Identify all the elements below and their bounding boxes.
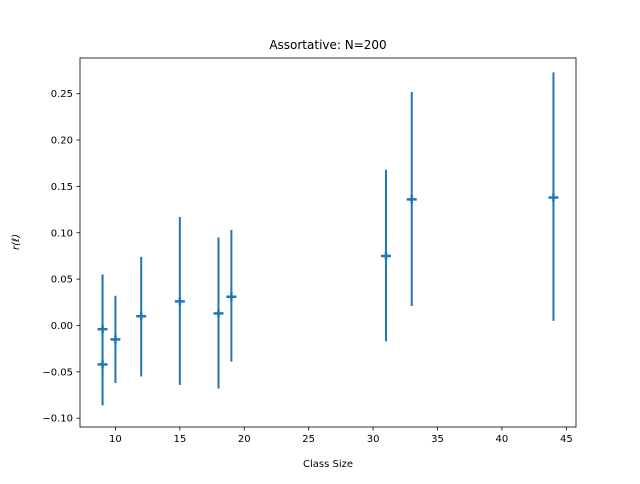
y-tick-label: 0.00 xyxy=(51,321,73,332)
x-tick-label: 45 xyxy=(560,434,573,445)
y-tick-label: 0.20 xyxy=(51,136,73,147)
y-tick-label: 0.10 xyxy=(51,228,73,239)
y-tick-label: 0.25 xyxy=(51,89,73,100)
y-axis-label: r(ℓ) xyxy=(11,234,22,250)
chart-title: Assortative: N=200 xyxy=(269,38,386,52)
x-tick-label: 30 xyxy=(367,434,380,445)
x-tick-label: 10 xyxy=(109,434,122,445)
x-axis: 10 15 20 25 30 35 40 45 xyxy=(109,427,573,445)
x-tick-label: 20 xyxy=(238,434,251,445)
y-tick-label: 0.15 xyxy=(51,182,73,193)
x-tick-label: 15 xyxy=(173,434,186,445)
y-tick-label: −0.05 xyxy=(42,367,73,378)
x-axis-label: Class Size xyxy=(303,459,353,470)
data-point xyxy=(548,72,559,321)
data-point xyxy=(110,295,121,383)
data-point xyxy=(97,274,108,406)
data-point xyxy=(226,229,237,362)
data-point xyxy=(136,256,147,377)
data-point xyxy=(174,217,185,385)
x-tick-label: 25 xyxy=(302,434,315,445)
y-tick-label: 0.05 xyxy=(51,275,73,286)
axes-frame xyxy=(79,57,577,428)
x-tick-label: 40 xyxy=(496,434,509,445)
plot-area xyxy=(97,72,559,406)
y-tick-label: −0.10 xyxy=(42,414,73,425)
x-tick-label: 35 xyxy=(431,434,444,445)
data-point xyxy=(213,237,224,389)
data-point xyxy=(406,91,417,307)
data-point xyxy=(380,169,391,342)
y-axis: −0.10 −0.05 0.00 0.05 0.10 0.15 0.20 0.25 xyxy=(42,89,80,425)
